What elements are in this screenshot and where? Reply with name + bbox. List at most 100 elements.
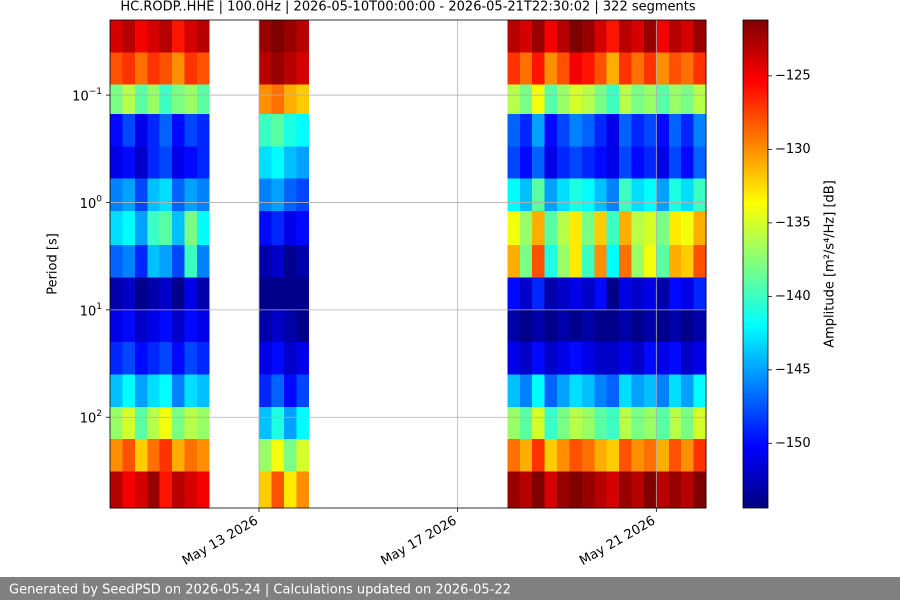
y-tick-label: 100 bbox=[80, 194, 103, 212]
heatmap-cell bbox=[147, 84, 160, 115]
heatmap-cell bbox=[544, 210, 558, 246]
heatmap-cell bbox=[283, 210, 297, 246]
heatmap-cell bbox=[271, 309, 285, 343]
heatmap-cell bbox=[184, 113, 198, 147]
heatmap-cell bbox=[668, 113, 682, 147]
heatmap-cell bbox=[668, 20, 682, 53]
heatmap-cell bbox=[271, 210, 285, 246]
y-tick-label: 102 bbox=[80, 409, 102, 427]
heatmap-cell bbox=[147, 342, 160, 375]
heatmap-cell bbox=[606, 374, 620, 408]
heatmap-cell bbox=[606, 84, 620, 115]
heatmap-cell bbox=[606, 146, 620, 179]
heatmap-cell bbox=[283, 342, 297, 375]
heatmap-cell bbox=[296, 84, 309, 115]
plot-frame bbox=[109, 19, 707, 509]
heatmap-cell bbox=[668, 277, 682, 311]
heatmap-cell bbox=[643, 84, 657, 115]
heatmap-cell bbox=[693, 439, 707, 472]
heatmap-cell bbox=[122, 245, 136, 278]
heatmap-cell bbox=[532, 374, 545, 408]
heatmap-cell bbox=[569, 406, 583, 440]
heatmap-cell bbox=[283, 113, 297, 147]
heatmap-cell bbox=[693, 52, 707, 85]
heatmap-cell bbox=[172, 471, 185, 509]
heatmap-cell bbox=[606, 52, 620, 85]
heatmap-cell bbox=[110, 146, 123, 179]
heatmap-cell bbox=[656, 245, 670, 278]
colorbar-tick-label: −150 bbox=[775, 436, 811, 451]
heatmap-cell bbox=[619, 406, 632, 440]
heatmap-cell bbox=[668, 374, 682, 408]
heatmap-cell bbox=[532, 210, 545, 246]
heatmap-cell bbox=[184, 374, 198, 408]
heatmap-cell bbox=[569, 374, 583, 408]
heatmap-cell bbox=[544, 52, 558, 85]
heatmap-cell bbox=[631, 309, 645, 343]
heatmap-cell bbox=[681, 113, 694, 147]
heatmap-cell bbox=[519, 374, 533, 408]
heatmap-cell bbox=[581, 245, 595, 278]
heatmap-cell bbox=[619, 113, 632, 147]
heatmap-cell bbox=[134, 113, 148, 147]
heatmap-cell bbox=[110, 178, 123, 212]
heatmap-cell bbox=[159, 84, 173, 115]
heatmap-cell bbox=[147, 406, 160, 440]
heatmap-cell bbox=[134, 309, 148, 343]
heatmap-cell bbox=[271, 277, 285, 311]
heatmap-cell bbox=[557, 210, 570, 246]
heatmap-cell bbox=[569, 113, 583, 147]
heatmap-cell bbox=[532, 439, 545, 472]
heatmap-cell bbox=[122, 374, 136, 408]
heatmap-cell bbox=[271, 439, 285, 472]
heatmap-cell bbox=[544, 146, 558, 179]
heatmap-cell bbox=[557, 245, 570, 278]
heatmap-cell bbox=[681, 210, 694, 246]
heatmap-cell bbox=[693, 374, 707, 408]
heatmap-cell bbox=[196, 342, 210, 375]
heatmap-cell bbox=[196, 277, 210, 311]
heatmap-cell bbox=[147, 471, 160, 509]
heatmap-cell bbox=[544, 439, 558, 472]
heatmap-cell bbox=[581, 277, 595, 311]
heatmap-cell bbox=[110, 471, 123, 509]
heatmap-cell bbox=[544, 471, 558, 509]
heatmap-cell bbox=[619, 84, 632, 115]
heatmap-cell bbox=[172, 210, 185, 246]
heatmap-cell bbox=[507, 84, 521, 115]
heatmap-cell bbox=[196, 406, 210, 440]
heatmap-cell bbox=[656, 342, 670, 375]
heatmap-cell bbox=[594, 309, 607, 343]
heatmap-cell bbox=[668, 309, 682, 343]
heatmap-cell bbox=[271, 20, 285, 53]
heatmap-cell bbox=[631, 20, 645, 53]
heatmap-cell bbox=[196, 245, 210, 278]
heatmap-cell bbox=[569, 245, 583, 278]
heatmap-cell bbox=[643, 277, 657, 311]
heatmap-cell bbox=[134, 471, 148, 509]
heatmap-cell bbox=[581, 439, 595, 472]
heatmap-cell bbox=[681, 245, 694, 278]
heatmap-cell bbox=[544, 374, 558, 408]
heatmap-cell bbox=[656, 178, 670, 212]
heatmap-cell bbox=[172, 52, 185, 85]
heatmap-cell bbox=[159, 439, 173, 472]
heatmap-cell bbox=[507, 309, 521, 343]
heatmap-cell bbox=[507, 113, 521, 147]
heatmap-cell bbox=[283, 406, 297, 440]
heatmap-cell bbox=[296, 113, 309, 147]
heatmap-cell bbox=[196, 374, 210, 408]
heatmap-cell bbox=[271, 342, 285, 375]
heatmap-cell bbox=[557, 471, 570, 509]
heatmap-cell bbox=[693, 178, 707, 212]
heatmap-cell bbox=[147, 52, 160, 85]
heatmap-cell bbox=[196, 178, 210, 212]
heatmap-cell bbox=[594, 210, 607, 246]
heatmap-cell bbox=[532, 471, 545, 509]
heatmap-cell bbox=[184, 146, 198, 179]
heatmap-cell bbox=[184, 84, 198, 115]
heatmap-cell bbox=[519, 245, 533, 278]
colorbar-tick-label: −140 bbox=[775, 289, 811, 304]
heatmap-cell bbox=[643, 20, 657, 53]
